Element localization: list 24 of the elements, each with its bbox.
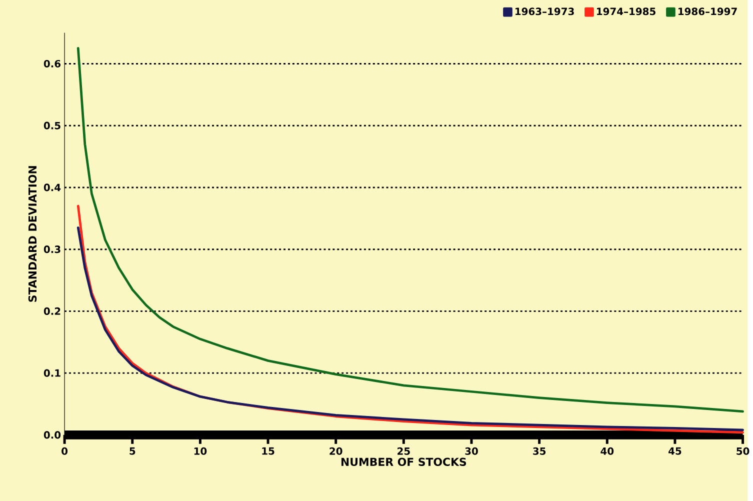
x-tick-label: 35 bbox=[533, 447, 546, 455]
line-series bbox=[76, 46, 744, 412]
x-tick-label: 50 bbox=[736, 447, 750, 455]
x-tick-label: 5 bbox=[130, 447, 136, 455]
y-tick-label: 0.5 bbox=[44, 122, 60, 130]
y-axis-title: STANDARD DEVIATION bbox=[28, 166, 37, 302]
x-tick-label: 10 bbox=[194, 447, 207, 455]
x-tick-label: 45 bbox=[668, 447, 682, 455]
y-tick-label: 0.0 bbox=[44, 430, 61, 438]
x-tick-label: 30 bbox=[465, 447, 478, 455]
y-tick-label: 0.2 bbox=[44, 307, 60, 315]
y-tick-label: 0.3 bbox=[44, 245, 60, 253]
y-tick-label: 0.6 bbox=[44, 60, 61, 68]
x-tick-label: 40 bbox=[600, 447, 614, 455]
x-axis-title: NUMBER OF STOCKS bbox=[341, 458, 466, 466]
x-tick-label: 0 bbox=[62, 447, 68, 455]
x-tick-label: 25 bbox=[398, 447, 410, 455]
legend-label: 1963–1973 bbox=[516, 7, 574, 15]
y-tick-label: 0.4 bbox=[44, 183, 61, 191]
legend-label: 1986–1997 bbox=[678, 7, 737, 15]
x-tick-label: 20 bbox=[330, 447, 342, 455]
x-tick-label: 15 bbox=[262, 447, 274, 455]
legend-label: 1974–1985 bbox=[597, 7, 656, 15]
y-tick-label: 0.1 bbox=[44, 369, 60, 377]
